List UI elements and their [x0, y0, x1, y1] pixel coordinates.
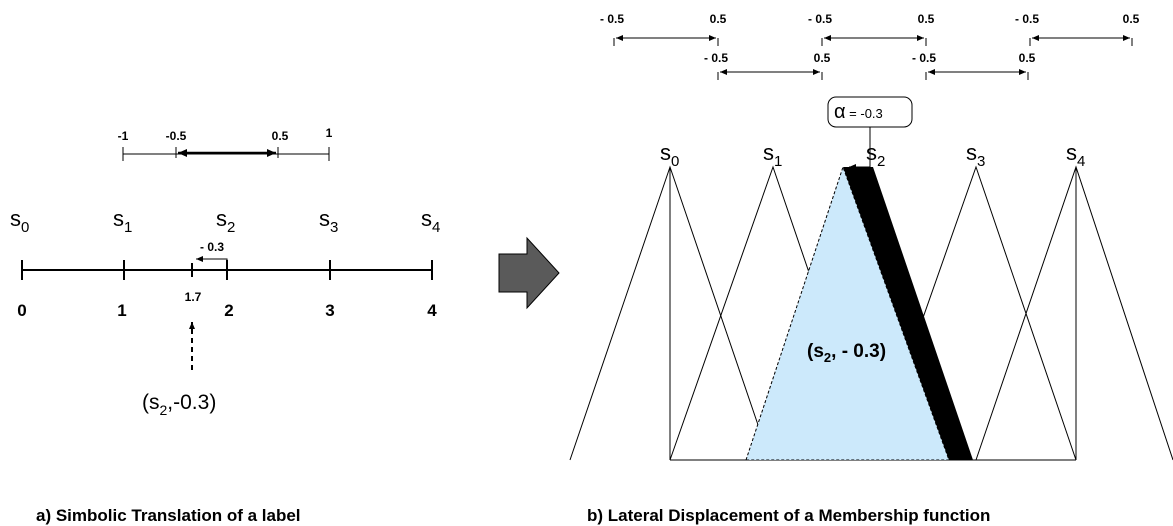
label-s3: s3 — [319, 206, 338, 236]
range-label-3-neg: - 0.5 — [1015, 12, 1039, 26]
mf-label-s3: s3 — [966, 140, 985, 170]
tick-0: 0 — [17, 301, 26, 320]
range-label-5-pos: 0.5 — [1019, 51, 1036, 65]
range-label-minus-one: -1 — [118, 129, 129, 143]
alpha-value-label: - 0.3 — [200, 240, 224, 254]
range-label-plus-one: 1 — [326, 126, 333, 140]
range-label-4-pos: 0.5 — [814, 51, 831, 65]
range-label-2-neg: - 0.5 — [808, 12, 832, 26]
tick-2: 2 — [224, 301, 233, 320]
panel-a-symbolic-translation: -1 -0.5 0.5 1 s0 s1 s2 s3 s4 - 0.3 0 1 2… — [10, 126, 440, 418]
range-label-2-pos: 0.5 — [918, 12, 935, 26]
mf-label-s2: s2 — [866, 140, 885, 170]
range-label-5-neg: - 0.5 — [912, 51, 936, 65]
two-tuple-result-b: (s2, - 0.3) — [807, 341, 886, 365]
range-bracket — [122, 147, 330, 161]
tick-4: 4 — [427, 301, 437, 320]
range-label-4-neg: - 0.5 — [704, 51, 728, 65]
alpha-shift-arrow-b — [849, 127, 871, 170]
range-label-1-neg: - 0.5 — [600, 12, 624, 26]
range-arrows — [613, 35, 1133, 80]
alpha-callout-text: α = -0.3 — [834, 101, 883, 123]
tick-1: 1 — [117, 301, 126, 320]
alpha-shift-arrow — [196, 256, 228, 270]
label-s0: s0 — [10, 206, 29, 236]
value-label: 1.7 — [185, 290, 202, 304]
mf-label-s1: s1 — [763, 140, 782, 170]
range-label-minus-half: -0.5 — [166, 129, 187, 143]
tick-3: 3 — [325, 301, 334, 320]
original-s2-band — [843, 167, 973, 460]
label-s4: s4 — [421, 206, 440, 236]
mf-label-s0: s0 — [660, 140, 679, 170]
transition-arrow-icon — [498, 236, 560, 310]
mf-label-s4: s4 — [1066, 140, 1085, 170]
range-label-plus-half: 0.5 — [272, 129, 289, 143]
panel-b-lateral-displacement: - 0.5 0.5 - 0.5 0.5 - 0.5 0.5 - 0.5 0.5 … — [569, 12, 1173, 461]
shifted-s2-membership — [745, 165, 950, 461]
mf-s4 — [975, 165, 1173, 461]
caption-b: b) Lateral Displacement of a Membership … — [587, 506, 991, 525]
label-s1: s1 — [113, 206, 132, 236]
range-label-3-pos: 0.5 — [1123, 12, 1140, 26]
two-tuple-result: (s2,-0.3) — [142, 391, 216, 418]
caption-a: a) Simbolic Translation of a label — [36, 506, 301, 525]
range-label-1-pos: 0.5 — [710, 12, 727, 26]
label-s2: s2 — [216, 206, 235, 236]
